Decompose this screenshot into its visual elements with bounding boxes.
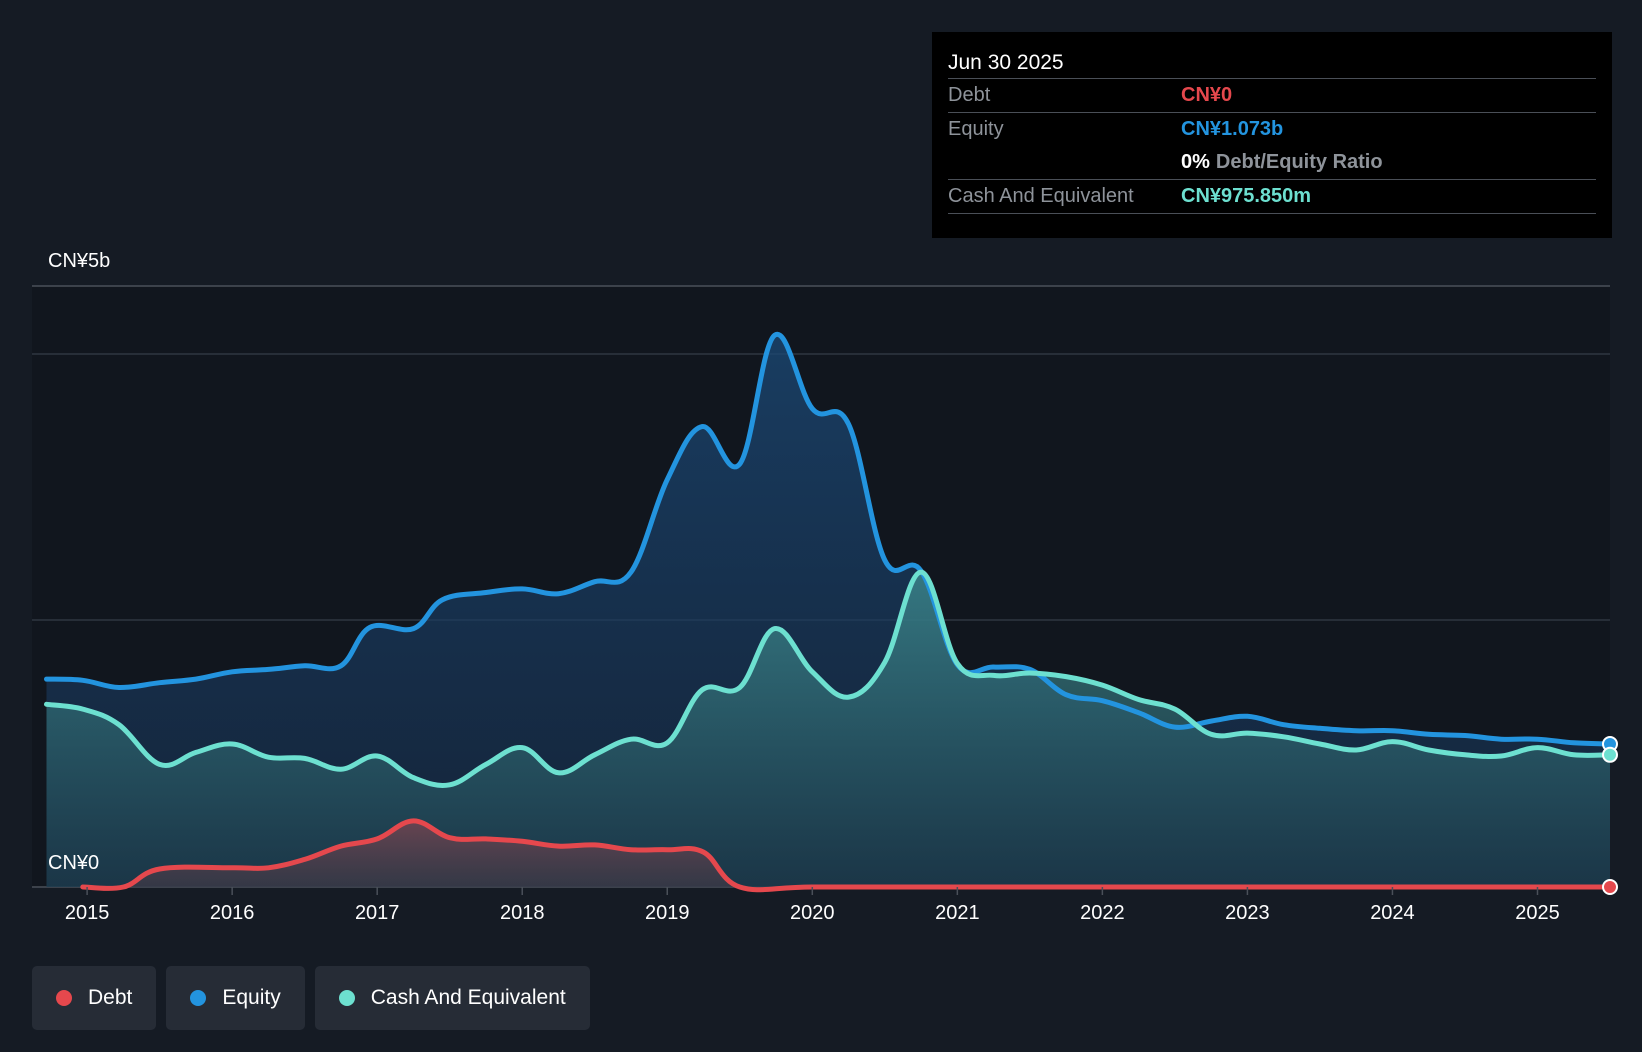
equity-line [44,331,1613,747]
tooltip-ratio-value: 0% [1181,151,1210,173]
legend: Debt Equity Cash And Equivalent [32,966,590,1030]
cash-end-marker [1602,746,1618,763]
legend-item-cash[interactable]: Cash And Equivalent [314,966,590,1030]
tooltip-debt-label: Debt [948,84,991,106]
x-tick-label: 2016 [210,902,255,924]
debt-end-marker [1602,879,1618,895]
tooltip-row-debt: Debt CN¥0 [948,78,1596,112]
tooltip-row-equity: Equity CN¥1.073b [948,112,1596,146]
x-tick-label: 2015 [65,902,110,924]
tooltip-cash-value: CN¥975.850m [1181,185,1312,207]
x-tick-label: 2017 [355,902,400,924]
cash-area [46,572,1610,887]
legend-item-equity[interactable]: Equity [166,966,305,1030]
equity-dot-icon [190,990,207,1006]
tooltip-cash-label: Cash And Equivalent [948,185,1134,207]
cash-line [44,569,1613,788]
x-tick-label: 2022 [1080,902,1125,924]
debt-line [80,818,1613,893]
debt-area [82,820,1610,890]
y-axis-min-label: CN¥0 [48,852,100,874]
x-tick-label: 2025 [1515,902,1560,924]
tooltip-row-cash: Cash And Equivalent CN¥975.850m [948,179,1596,214]
tooltip-equity-value: CN¥1.073b [1181,118,1284,140]
x-tick-label: 2019 [645,902,690,924]
tooltip-ratio-label: Debt/Equity Ratio [1215,151,1383,173]
legend-item-debt[interactable]: Debt [32,966,157,1030]
y-axis-max-label: CN¥5b [48,250,111,272]
tooltip-date: Jun 30 2025 [948,51,1064,74]
tooltip-equity-label: Equity [948,118,1004,140]
x-tick-label: 2024 [1370,902,1415,924]
debt-dot-icon [56,990,72,1006]
tooltip-debt-value: CN¥0 [1181,84,1233,106]
tooltip-panel: Jun 30 2025 Debt CN¥0 Equity CN¥1.073b 0… [932,32,1612,238]
x-tick-label: 2020 [790,902,835,924]
x-tick-label: 2021 [935,902,980,924]
cash-dot-icon [338,990,355,1006]
legend-cash-label: Cash And Equivalent [370,986,566,1009]
legend-equity-label: Equity [222,986,281,1009]
x-tick-label: 2018 [500,902,545,924]
tooltip-row-ratio: 0% Debt/Equity Ratio [948,146,1596,179]
x-tick-label: 2023 [1225,902,1270,924]
legend-debt-label: Debt [88,986,133,1009]
